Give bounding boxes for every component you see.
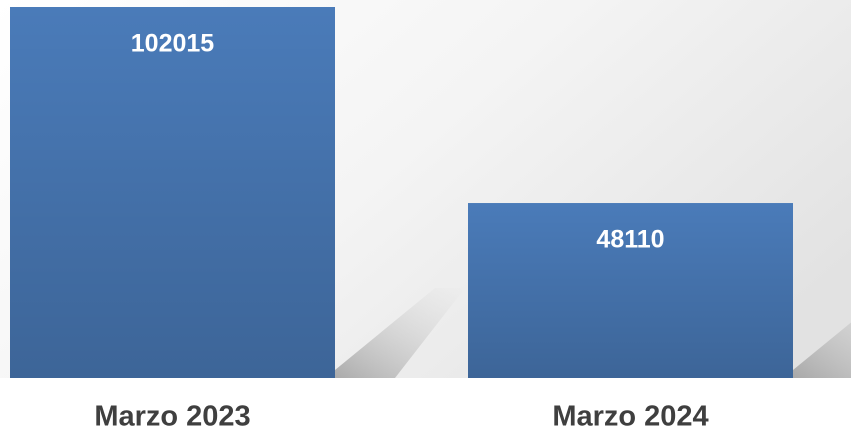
bar-shade <box>468 203 793 378</box>
bar-shade <box>10 7 335 378</box>
x-tick-label: Marzo 2023 <box>94 401 250 433</box>
floor <box>0 378 851 444</box>
bar-shadow <box>793 322 851 378</box>
value-label: 48110 <box>596 226 664 254</box>
bar-shadow <box>335 288 465 378</box>
x-tick-label: Marzo 2024 <box>552 401 708 433</box>
value-label: 102015 <box>131 30 215 58</box>
